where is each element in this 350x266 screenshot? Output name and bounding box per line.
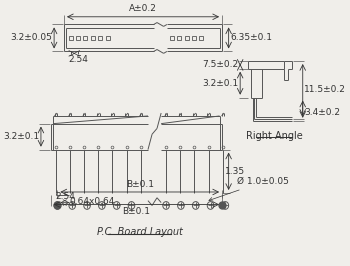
Text: 3.2±0.1: 3.2±0.1 [202,79,238,88]
Text: 11.5±0.2: 11.5±0.2 [304,85,346,94]
Text: 7.5±0.2: 7.5±0.2 [202,60,238,69]
Text: 6.35±0.1: 6.35±0.1 [230,34,272,43]
Text: 3.2±0.1: 3.2±0.1 [3,132,39,141]
Text: Ø 1.0±0.05: Ø 1.0±0.05 [209,177,289,201]
Text: 0.64x0.64: 0.64x0.64 [69,197,114,206]
Text: 3.2±0.05: 3.2±0.05 [10,34,52,43]
Text: B±0.1: B±0.1 [126,180,154,189]
Text: Right Angle: Right Angle [246,131,303,141]
Text: 2.54: 2.54 [68,55,88,64]
Text: B±0.1: B±0.1 [122,207,150,216]
Text: P.C. Board Layout: P.C. Board Layout [97,227,183,237]
Text: 1.35: 1.35 [224,167,245,176]
Text: A±0.2: A±0.2 [129,4,157,13]
Text: 3.4±0.2: 3.4±0.2 [304,107,341,117]
Text: 2.54: 2.54 [55,192,75,201]
